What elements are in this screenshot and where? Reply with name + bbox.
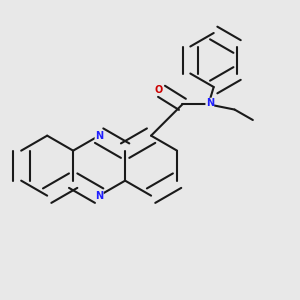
Text: N: N <box>95 191 103 201</box>
Text: N: N <box>206 98 214 108</box>
Text: N: N <box>95 131 103 141</box>
Text: O: O <box>155 85 163 95</box>
